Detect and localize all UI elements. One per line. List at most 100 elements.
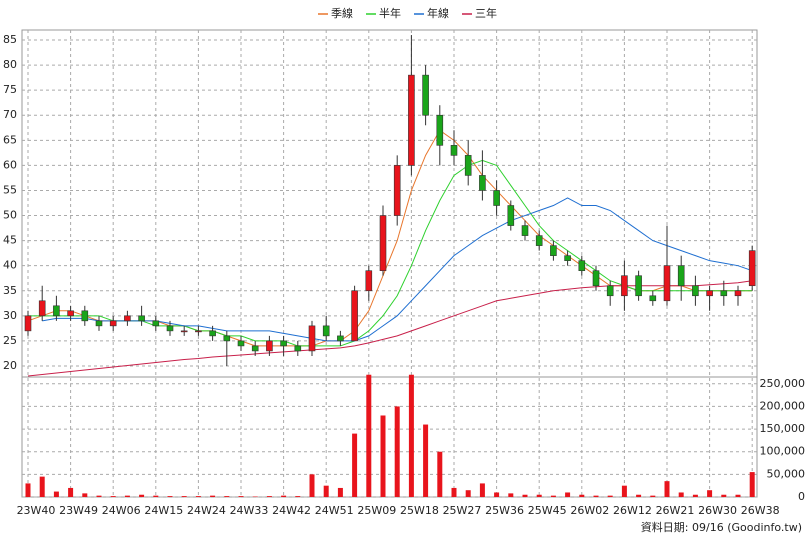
candle-body <box>53 306 59 316</box>
x-tick-label: 25W36 <box>485 504 524 517</box>
volume-bar <box>239 496 244 497</box>
volume-bar <box>267 496 272 497</box>
candle-body <box>167 326 173 331</box>
y-tick-label: 65 <box>3 133 17 146</box>
x-tick-label: 26W12 <box>613 504 652 517</box>
y-tick-label: 60 <box>3 158 17 171</box>
volume-bar <box>665 481 670 497</box>
volume-bar <box>82 493 87 497</box>
x-tick-label: 24W51 <box>315 504 354 517</box>
y-tick-label: 50 <box>3 209 17 222</box>
volume-bar <box>26 483 31 497</box>
footer: 資料日期: 09/16 (Goodinfo.tw) <box>641 520 802 534</box>
x-tick-label: 25W18 <box>400 504 439 517</box>
volume-bar <box>366 375 371 497</box>
volume-bar <box>68 488 73 497</box>
volume-bar <box>40 477 45 497</box>
volume-bar <box>594 496 599 497</box>
volume-bar <box>707 490 712 497</box>
ma-line <box>28 281 752 376</box>
volume-bar <box>466 490 471 497</box>
candle-body <box>621 276 627 296</box>
volume-bar <box>750 472 755 497</box>
volume-tick-label: 50,000 <box>767 467 806 480</box>
volume-bar <box>111 496 116 497</box>
volume-bar <box>295 496 300 497</box>
candle-body <box>195 331 201 332</box>
y-tick-label: 35 <box>3 284 17 297</box>
candle-body <box>309 326 315 351</box>
legend-label: 年線 <box>427 6 449 20</box>
x-tick-label: 26W30 <box>698 504 737 517</box>
y-tick-label: 70 <box>3 108 17 121</box>
candle-body <box>124 316 130 321</box>
volume-bar <box>452 488 457 497</box>
x-tick-label: 25W09 <box>357 504 396 517</box>
volume-bar <box>423 425 428 497</box>
candle-body <box>749 251 755 286</box>
ma-line <box>28 130 752 346</box>
candle-body <box>536 236 542 246</box>
volume-bar <box>579 495 584 497</box>
candle-body <box>224 336 230 341</box>
volume-bar <box>395 406 400 497</box>
volume-bar <box>338 488 343 497</box>
volume-bar <box>721 495 726 497</box>
candle-body <box>451 145 457 155</box>
volume-bar <box>352 434 357 497</box>
volume-bar <box>210 496 215 497</box>
candle-body <box>550 246 556 256</box>
volume-bar <box>97 496 102 497</box>
y-tick-label: 30 <box>3 309 17 322</box>
volume-bar <box>324 486 329 497</box>
candle-body <box>678 266 684 286</box>
x-tick-label: 23W49 <box>59 504 98 517</box>
volume-bar <box>650 496 655 497</box>
candle-body <box>238 341 244 346</box>
legend-label: 半年 <box>379 6 401 20</box>
candle-body <box>139 316 145 321</box>
volume-bar <box>494 492 499 497</box>
candle-body <box>210 331 216 336</box>
volume-bar <box>679 492 684 497</box>
y-tick-label: 40 <box>3 259 17 272</box>
candle-body <box>579 261 585 271</box>
candle-body <box>423 75 429 115</box>
x-tick-label: 24W24 <box>187 504 226 517</box>
volume-bar <box>168 496 173 497</box>
volume-bar <box>153 496 158 497</box>
x-tick-label: 24W06 <box>102 504 141 517</box>
volume-bar <box>310 474 315 497</box>
volume-tick-label: 250,000 <box>760 377 806 390</box>
candle-body <box>479 175 485 190</box>
candle-body <box>565 256 571 261</box>
volume-bar <box>480 483 485 497</box>
candle-body <box>295 346 301 351</box>
volume-bar <box>693 495 698 497</box>
volume-bar <box>736 495 741 497</box>
volume-tick-label: 150,000 <box>760 422 806 435</box>
candle-body <box>494 190 500 205</box>
candle-body <box>408 75 414 165</box>
candle-body <box>380 216 386 271</box>
candle-body <box>110 321 116 326</box>
x-tick-label: 26W02 <box>570 504 609 517</box>
volume-bar <box>636 495 641 497</box>
candle-body <box>352 291 358 341</box>
candle-body <box>692 286 698 296</box>
volume-bar <box>608 496 613 497</box>
candle-body <box>266 341 272 351</box>
volume-bar <box>508 493 513 497</box>
volume-bar <box>224 496 229 497</box>
candle-body <box>96 321 102 326</box>
candle-body <box>25 316 31 331</box>
candle-body <box>153 321 159 326</box>
candle-body <box>181 331 187 332</box>
y-tick-label: 25 <box>3 334 17 347</box>
candle-body <box>650 296 656 301</box>
volume-bar <box>565 492 570 497</box>
candle-body <box>508 206 514 226</box>
volume-bar <box>551 496 556 497</box>
legend-label: 三年 <box>475 6 497 20</box>
volume-bar <box>523 495 528 497</box>
